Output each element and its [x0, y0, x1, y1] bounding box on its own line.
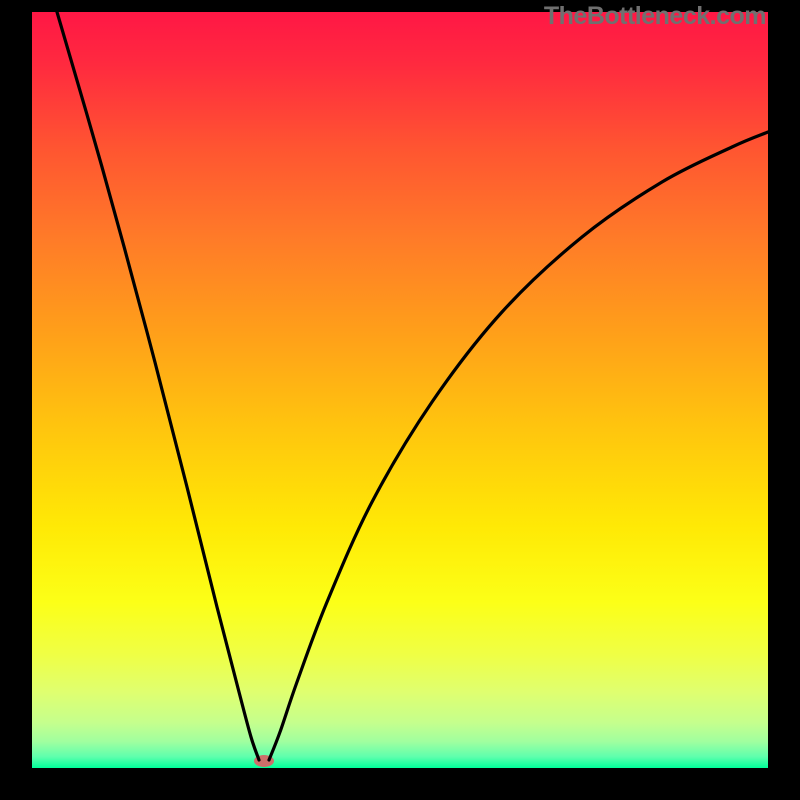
curve-left-branch [57, 12, 259, 760]
frame-right [768, 0, 800, 800]
frame-left [0, 0, 32, 800]
plot-area [32, 12, 768, 768]
frame-bottom [0, 768, 800, 800]
bottleneck-curve [32, 12, 768, 768]
curve-right-branch [269, 132, 768, 760]
watermark: TheBottleneck.com [544, 2, 766, 31]
